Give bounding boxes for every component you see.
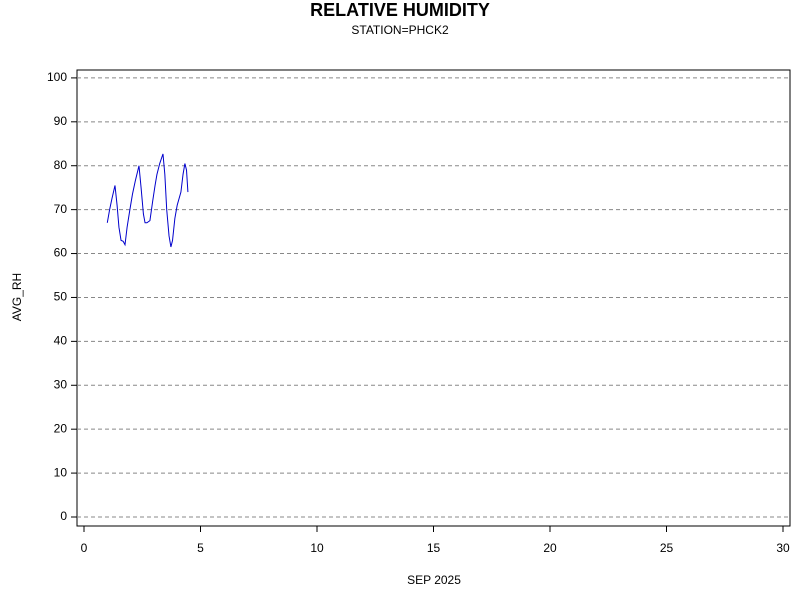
- x-tick-label: 15: [427, 541, 441, 555]
- y-tick-label: 60: [54, 246, 68, 260]
- y-axis-label: AVG_RH: [10, 273, 24, 321]
- x-tick-label: 20: [543, 541, 557, 555]
- x-tick-label: 30: [776, 541, 790, 555]
- x-tick-label: 10: [310, 541, 324, 555]
- y-tick-label: 20: [54, 421, 68, 435]
- y-tick-label: 50: [54, 290, 68, 304]
- chart-title: RELATIVE HUMIDITY: [310, 0, 490, 20]
- y-tick-label: 70: [54, 202, 68, 216]
- y-tick-label: 30: [54, 377, 68, 391]
- y-tick-label: 40: [54, 334, 68, 348]
- x-tick-label: 25: [660, 541, 674, 555]
- y-tick-label: 100: [47, 70, 67, 84]
- x-tick-label: 5: [197, 541, 204, 555]
- chart-subtitle: STATION=PHCK2: [351, 23, 449, 37]
- y-tick-label: 0: [60, 509, 67, 523]
- plot-frame: [76, 69, 791, 527]
- y-tick-label: 80: [54, 158, 68, 172]
- x-tick-label: 0: [81, 541, 88, 555]
- x-axis-label: SEP 2025: [407, 573, 461, 587]
- data-line: [106, 153, 189, 248]
- y-tick-label: 10: [54, 465, 68, 479]
- y-tick-label: 90: [54, 114, 68, 128]
